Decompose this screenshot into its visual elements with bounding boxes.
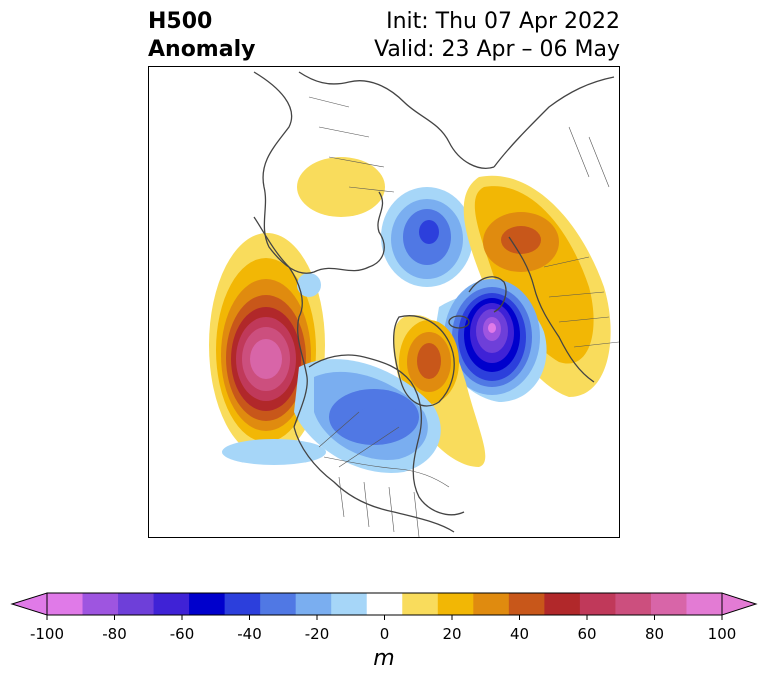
map-panel	[148, 66, 620, 538]
colorbar-cell	[615, 593, 652, 615]
colorbar-unit-label: m	[373, 646, 395, 671]
colorbar-cell	[366, 593, 403, 615]
anomaly-ne-pacific-positive	[209, 233, 325, 457]
colorbar-tick-label: 100	[708, 625, 737, 643]
valid-date-label: Valid: 23 Apr – 06 May	[374, 37, 620, 62]
anomaly-arctic-negative	[381, 187, 473, 287]
colorbar-tick-label: 0	[380, 625, 390, 643]
colorbar-tick-label: -40	[237, 625, 262, 643]
colorbar-tick-label: -80	[102, 625, 127, 643]
anomaly-siberia-positive	[297, 157, 385, 217]
colorbar-cell	[47, 593, 84, 615]
map-title: H500 Anomaly	[148, 8, 255, 64]
colorbar-cell	[189, 593, 226, 615]
colorbar-tick-label: 20	[442, 625, 461, 643]
colorbar-tick-label: 60	[577, 625, 596, 643]
colorbar-tick-label: -100	[30, 625, 64, 643]
colorbar-cell	[402, 593, 439, 615]
colorbar-cell	[331, 593, 368, 615]
colorbar-tick-label: -60	[170, 625, 195, 643]
colorbar-cell	[544, 593, 581, 615]
coastlines	[253, 71, 615, 533]
colorbar-cell	[260, 593, 297, 615]
forecast-dates: Init: Thu 07 Apr 2022 Valid: 23 Apr – 06…	[374, 8, 620, 64]
colorbar-tick-label: 40	[510, 625, 529, 643]
colorbar-cell	[437, 593, 474, 615]
colorbar-extend-max	[721, 592, 758, 616]
colorbar-cell	[579, 593, 616, 615]
colorbar-cell	[118, 593, 155, 615]
colorbar-tick-label: 80	[645, 625, 664, 643]
colorbar-cell	[650, 593, 687, 615]
map-title-line1: H500	[148, 9, 213, 34]
anomaly-alaska-negative	[297, 273, 321, 297]
colorbar-cell	[686, 593, 723, 615]
colorbar-cell	[473, 593, 510, 615]
anomaly-western-russia-positive	[463, 175, 611, 397]
anomaly-greenland-positive	[393, 315, 486, 467]
colorbar-tick-label: -20	[305, 625, 330, 643]
colorbar-extend-min	[10, 592, 48, 616]
colorbar-cell	[153, 593, 190, 615]
colorbar-cell	[295, 593, 332, 615]
anomaly-map	[209, 71, 619, 537]
colorbar-cell	[508, 593, 545, 615]
borders	[308, 96, 619, 537]
anomaly-east-pacific-negative	[222, 439, 326, 465]
colorbar-cell	[82, 593, 119, 615]
map-title-line2: Anomaly	[148, 37, 256, 62]
anomaly-canada-negative	[294, 359, 441, 473]
init-date-label: Init: Thu 07 Apr 2022	[386, 9, 620, 34]
colorbar-cell	[224, 593, 261, 615]
colorbar: -100 -80 -60 -40 -20 0 20 40 60 80 100	[10, 592, 758, 643]
